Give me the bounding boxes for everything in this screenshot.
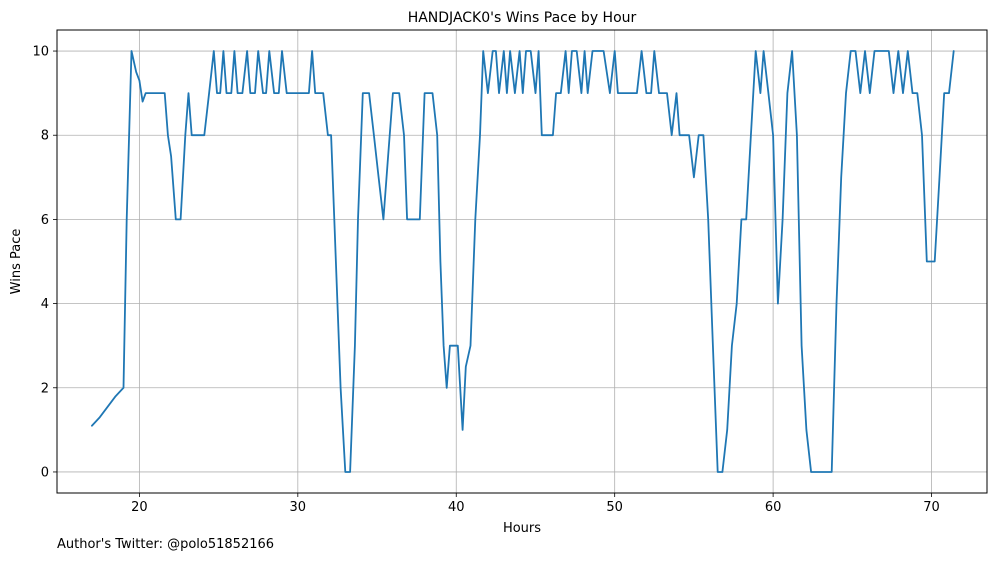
x-tick-label: 20 <box>131 500 148 515</box>
y-tick-label: 2 <box>41 381 49 396</box>
author-credit: Author's Twitter: @polo51852166 <box>57 537 275 552</box>
series-line <box>91 50 955 473</box>
y-tick-label: 10 <box>32 45 49 60</box>
y-tick-label: 0 <box>41 465 49 480</box>
y-axis-label: Wins Pace <box>9 229 24 295</box>
x-tick-label: 70 <box>923 500 940 515</box>
x-tick-label: 50 <box>606 500 623 515</box>
x-axis-label: Hours <box>503 521 541 536</box>
y-tick-label: 4 <box>41 297 49 312</box>
x-tick-label: 60 <box>765 500 782 515</box>
axis-ticks: 20 30 40 50 60 70 0 2 4 6 8 10 <box>32 45 939 515</box>
y-tick-label: 6 <box>41 213 49 228</box>
y-tick-label: 8 <box>41 129 49 144</box>
x-tick-label: 30 <box>290 500 307 515</box>
series-layer <box>91 50 955 473</box>
plot-frame <box>56 29 988 494</box>
chart-title: HANDJACK0's Wins Pace by Hour <box>408 10 637 26</box>
grid <box>57 30 987 493</box>
x-tick-label: 40 <box>448 500 465 515</box>
